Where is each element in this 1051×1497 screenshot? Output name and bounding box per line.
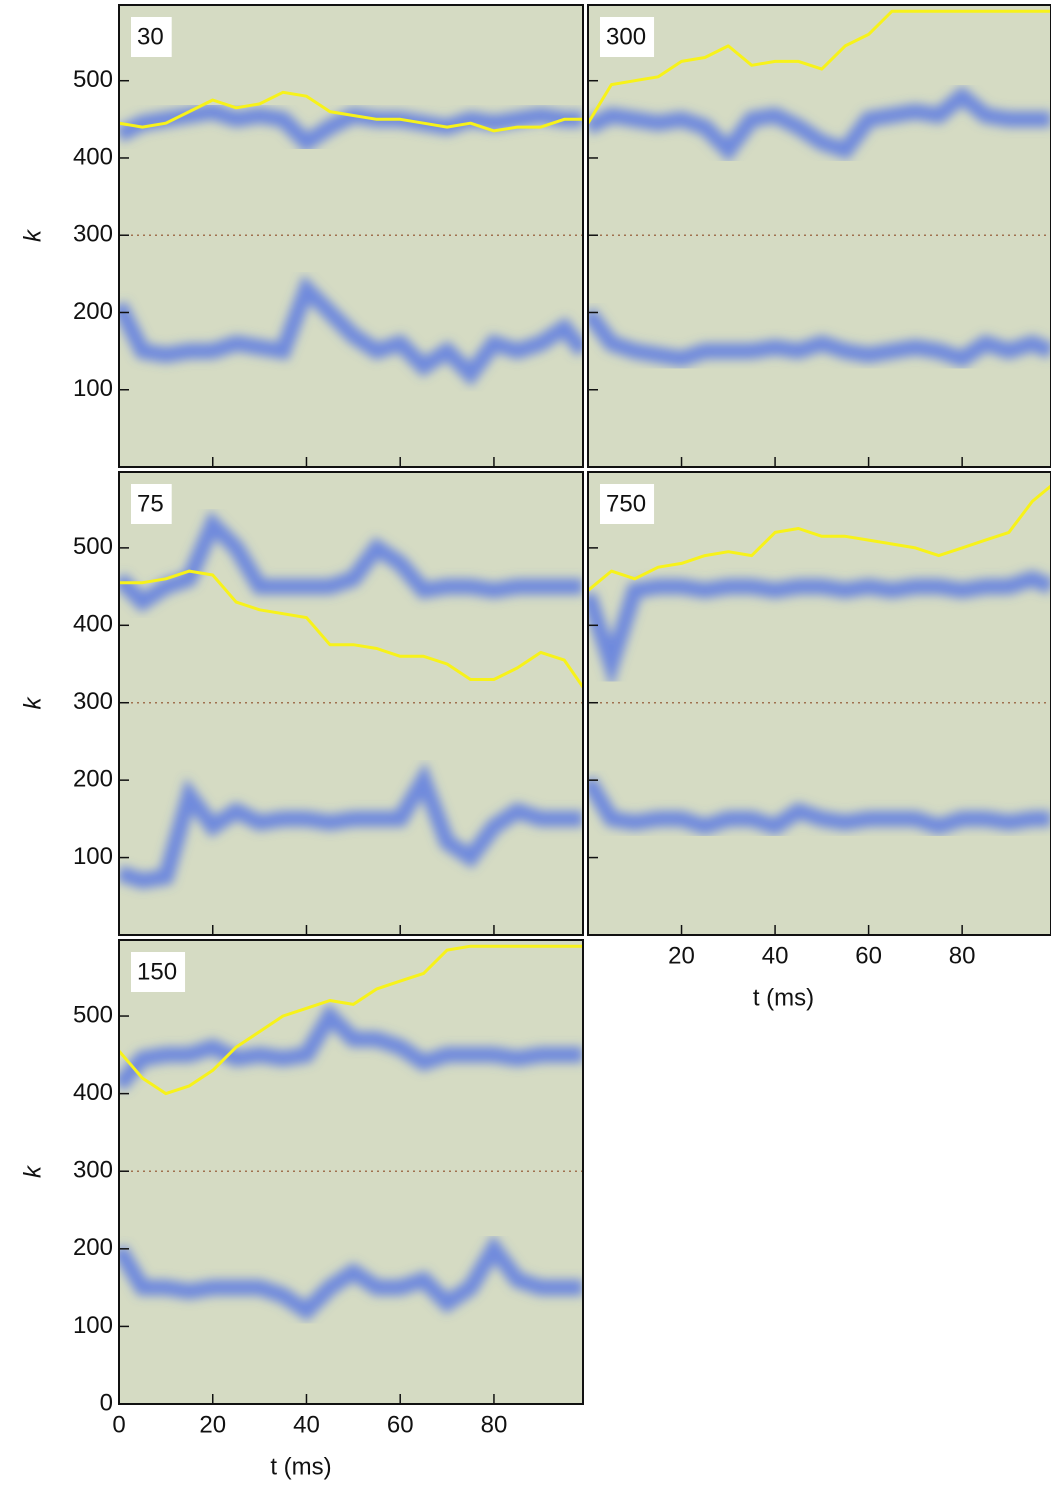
y-tick-label: 200	[73, 765, 113, 792]
trace-line	[119, 569, 583, 689]
x-tick-label: 20	[199, 1411, 226, 1438]
plot-background	[119, 5, 583, 467]
y-tick-label: 400	[73, 143, 113, 170]
panel-label: 75	[137, 490, 164, 517]
panel: 20 40 60 80 t (ms) 750	[587, 471, 1051, 1011]
plot-background	[119, 472, 583, 935]
activity-band	[588, 570, 1051, 690]
y-tick-label: 300	[73, 221, 113, 248]
panel: 100 200 300 400 500 k 75	[19, 471, 584, 936]
y-tick-label: 300	[73, 1157, 113, 1184]
trace-line	[119, 944, 583, 1096]
y-tick-label: 400	[73, 1079, 113, 1106]
panel-label: 750	[606, 490, 646, 517]
y-tick-label: 100	[73, 843, 113, 870]
plot-background	[588, 472, 1051, 935]
x-tick-label: 60	[855, 942, 882, 969]
plot-area	[588, 9, 1051, 368]
plot-frame	[118, 471, 584, 936]
y-tick-label: 100	[73, 1312, 113, 1339]
activity-band	[588, 307, 1051, 368]
x-tick-label: 80	[949, 942, 976, 969]
plot-frame	[587, 4, 1051, 468]
x-tick-label: 60	[387, 1411, 414, 1438]
plot-area	[119, 510, 583, 890]
x-axis-label: t (ms)	[270, 1453, 331, 1480]
y-tick-label: 500	[73, 1001, 113, 1028]
plot-area	[119, 944, 583, 1322]
panel-label: 30	[137, 23, 164, 50]
activity-band	[119, 1003, 583, 1092]
x-tick-label: 40	[293, 1411, 320, 1438]
panel-label: 300	[606, 23, 646, 50]
x-tick-label: 20	[668, 942, 695, 969]
plot-area	[119, 90, 583, 387]
plot-frame	[587, 471, 1051, 936]
activity-band	[119, 510, 583, 613]
plot-frame	[118, 4, 584, 468]
panel-label-box	[600, 17, 655, 57]
y-tick-label: 400	[73, 611, 113, 638]
panel: 300	[587, 4, 1051, 468]
activity-band	[588, 85, 1051, 163]
plot-area	[588, 484, 1051, 836]
x-axis-label: t (ms)	[753, 984, 814, 1011]
trace-line	[588, 9, 1051, 124]
trace-line	[588, 484, 1051, 592]
y-tick-label: 200	[73, 298, 113, 325]
panel-label: 150	[137, 958, 177, 985]
x-tick-label: 40	[762, 942, 789, 969]
y-tick-label: 200	[73, 1234, 113, 1261]
plot-frame	[118, 939, 584, 1405]
y-axis-label: k	[19, 1164, 46, 1178]
x-tick-label: 0	[112, 1411, 125, 1438]
activity-band	[588, 776, 1051, 836]
plot-background	[588, 5, 1051, 467]
activity-band	[119, 1234, 583, 1322]
y-tick-label: 500	[73, 66, 113, 93]
activity-band	[119, 762, 583, 890]
y-axis-label: k	[19, 228, 46, 242]
y-axis-label: k	[19, 696, 46, 710]
panel-label-box	[600, 484, 655, 524]
activity-band	[119, 274, 583, 387]
x-tick-label: 80	[481, 1411, 508, 1438]
panel-label-box	[131, 952, 186, 992]
panel-label-box	[131, 17, 172, 57]
plot-background	[119, 940, 583, 1404]
y-tick-label: 0	[100, 1389, 113, 1416]
panel: 100 200 300 400 500 k 30	[19, 4, 584, 468]
trace-line	[119, 90, 583, 133]
y-tick-label: 300	[73, 688, 113, 715]
panel: 0 100 200 300 400 500 0 20 40 60 80 k t (ms) 150	[19, 939, 584, 1480]
y-tick-label: 500	[73, 533, 113, 560]
y-tick-label: 100	[73, 375, 113, 402]
panel-label-box	[131, 484, 172, 524]
